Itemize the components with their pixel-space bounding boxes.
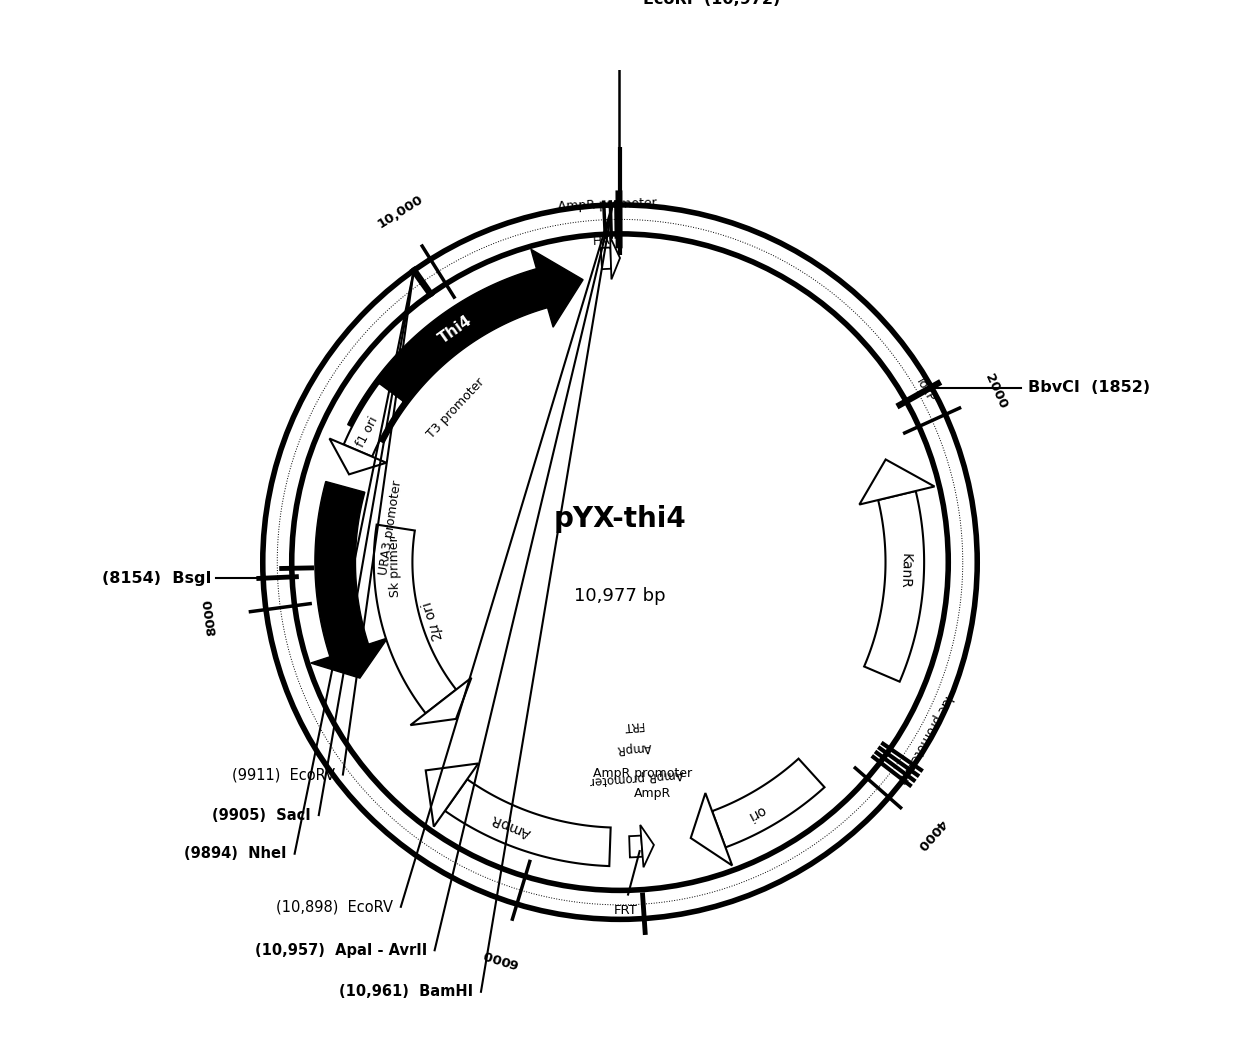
Text: Sk primer: Sk primer (388, 536, 402, 597)
Text: Thi4: Thi4 (435, 312, 475, 347)
Polygon shape (373, 524, 456, 713)
Text: loxP: loxP (893, 759, 918, 787)
Polygon shape (712, 759, 825, 847)
Polygon shape (343, 383, 404, 457)
Text: AmpR promoter: AmpR promoter (589, 767, 683, 787)
Text: AmpR: AmpR (616, 740, 652, 756)
Text: 8000: 8000 (202, 598, 219, 636)
Text: AmpR: AmpR (489, 811, 533, 840)
Polygon shape (629, 836, 642, 857)
Polygon shape (640, 825, 653, 868)
Text: 2000: 2000 (983, 372, 1009, 411)
Text: HA: HA (591, 235, 610, 248)
Polygon shape (410, 678, 471, 726)
Text: (9911)  EcoRV: (9911) EcoRV (232, 767, 335, 782)
Text: loxP: loxP (914, 376, 937, 405)
Text: (9894)  NheI: (9894) NheI (185, 846, 286, 862)
Text: f1 ori: f1 ori (353, 414, 381, 449)
Polygon shape (330, 438, 387, 474)
Polygon shape (315, 482, 368, 657)
Polygon shape (691, 793, 732, 866)
Text: AmpR promoter: AmpR promoter (558, 197, 657, 214)
Text: 6000: 6000 (481, 947, 521, 969)
Text: KanR: KanR (897, 553, 913, 590)
Text: 10,977 bp: 10,977 bp (574, 586, 666, 605)
Text: FRT: FRT (614, 904, 637, 918)
Polygon shape (347, 269, 548, 443)
Text: URA3 promoter: URA3 promoter (377, 480, 404, 576)
Polygon shape (610, 237, 620, 279)
Text: 10,000: 10,000 (376, 193, 425, 230)
Text: (10,961)  BamHI: (10,961) BamHI (339, 984, 474, 1000)
Text: (10,898)  EcoRV: (10,898) EcoRV (277, 899, 393, 914)
Text: T3 promoter: T3 promoter (425, 376, 487, 441)
Polygon shape (864, 491, 924, 682)
Polygon shape (445, 780, 610, 866)
Text: (9905)  SacI: (9905) SacI (212, 808, 311, 822)
Polygon shape (531, 249, 583, 327)
Text: BbvCI  (1852): BbvCI (1852) (1028, 380, 1151, 395)
Text: AmpR promoter: AmpR promoter (594, 767, 693, 781)
Text: ori: ori (744, 802, 768, 823)
Text: 2$\mu$ ori: 2$\mu$ ori (418, 599, 448, 644)
Text: pYX-thi4: pYX-thi4 (553, 504, 687, 532)
Text: lac promoter: lac promoter (904, 693, 954, 770)
Text: EcoRI  (10,972): EcoRI (10,972) (644, 0, 780, 7)
Text: (10,957)  ApaI - AvrII: (10,957) ApaI - AvrII (254, 943, 427, 958)
Polygon shape (859, 460, 935, 504)
Text: AmpR: AmpR (634, 787, 671, 800)
Polygon shape (600, 247, 611, 269)
Polygon shape (425, 764, 479, 826)
Text: (8154)  BsgI: (8154) BsgI (102, 571, 212, 585)
Text: FRT: FRT (621, 718, 644, 733)
Polygon shape (311, 638, 388, 678)
Text: 4000: 4000 (914, 816, 949, 852)
